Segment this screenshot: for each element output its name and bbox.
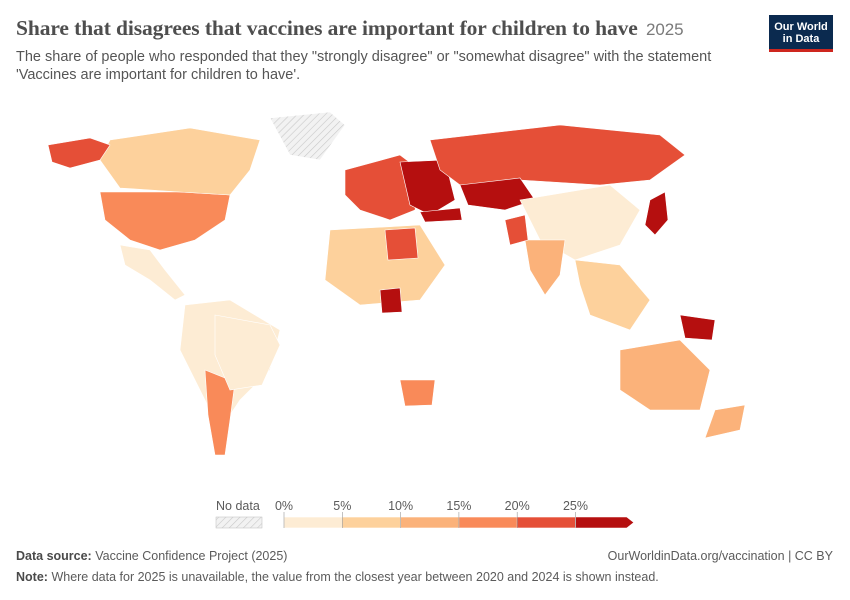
chart-title-text: Share that disagrees that vaccines are i… bbox=[16, 16, 638, 40]
legend-bin-2[interactable] bbox=[400, 516, 460, 529]
region-india[interactable] bbox=[524, 239, 566, 296]
region-europe[interactable] bbox=[344, 154, 421, 221]
legend-tick-label-1: 5% bbox=[333, 499, 351, 513]
note-label: Note: bbox=[16, 570, 48, 584]
owid-logo[interactable]: Our World in Data bbox=[769, 15, 833, 52]
note-text: Where data for 2025 is unavailable, the … bbox=[51, 570, 659, 584]
logo-line1: Our World bbox=[774, 21, 828, 33]
source-text[interactable]: Vaccine Confidence Project (2025) bbox=[95, 549, 288, 563]
region-australia[interactable] bbox=[619, 339, 711, 411]
logo-line2: in Data bbox=[782, 33, 820, 45]
world-map bbox=[47, 111, 746, 456]
region-papua-new-guinea[interactable] bbox=[679, 314, 716, 341]
legend-bin-4[interactable] bbox=[516, 516, 576, 529]
legend-no-data-swatch bbox=[215, 516, 263, 529]
region-greenland[interactable] bbox=[269, 111, 346, 161]
chart-title: Share that disagrees that vaccines are i… bbox=[16, 16, 756, 41]
footer-source: Data source: Vaccine Confidence Project … bbox=[16, 549, 287, 563]
footer-url[interactable]: OurWorldinData.org/vaccination | CC BY bbox=[607, 549, 833, 563]
region-japan[interactable] bbox=[644, 191, 669, 236]
footer-note: Note: Where data for 2025 is unavailable… bbox=[16, 570, 659, 584]
region-alaska[interactable] bbox=[47, 137, 111, 169]
chart-year: 2025 bbox=[646, 20, 684, 39]
region-russia[interactable] bbox=[429, 124, 686, 186]
region-brazil[interactable] bbox=[214, 314, 281, 391]
map-legend: No data 0% 5% 10% 15% 20% 25% bbox=[215, 499, 635, 529]
legend-tick-label-5: 25% bbox=[563, 499, 588, 513]
legend-tick-label-0: 0% bbox=[275, 499, 293, 513]
region-new-zealand[interactable] bbox=[704, 404, 746, 439]
region-turkey[interactable] bbox=[419, 207, 463, 223]
legend-no-data-label: No data bbox=[216, 499, 260, 513]
region-south-africa[interactable] bbox=[399, 379, 436, 407]
region-cameroon[interactable] bbox=[379, 287, 403, 314]
legend-bin-1[interactable] bbox=[341, 516, 401, 529]
region-north-america[interactable] bbox=[99, 191, 231, 251]
chart-subtitle: The share of people who responded that t… bbox=[16, 49, 712, 83]
legend-bin-3[interactable] bbox=[458, 516, 518, 529]
region-kazakhstan[interactable] bbox=[459, 177, 536, 211]
region-libya[interactable] bbox=[384, 227, 419, 261]
legend-tick-label-2: 10% bbox=[388, 499, 413, 513]
region-pakistan[interactable] bbox=[504, 214, 529, 246]
region-southeast-asia[interactable] bbox=[574, 259, 651, 331]
legend-bin-0[interactable] bbox=[283, 516, 343, 529]
region-canada[interactable] bbox=[99, 127, 261, 196]
region-mexico-central-america[interactable] bbox=[119, 244, 186, 301]
legend-tick-label-4: 20% bbox=[505, 499, 530, 513]
legend-bin-5[interactable] bbox=[575, 516, 635, 529]
source-label: Data source: bbox=[16, 549, 92, 563]
legend-tick-label-3: 15% bbox=[446, 499, 471, 513]
